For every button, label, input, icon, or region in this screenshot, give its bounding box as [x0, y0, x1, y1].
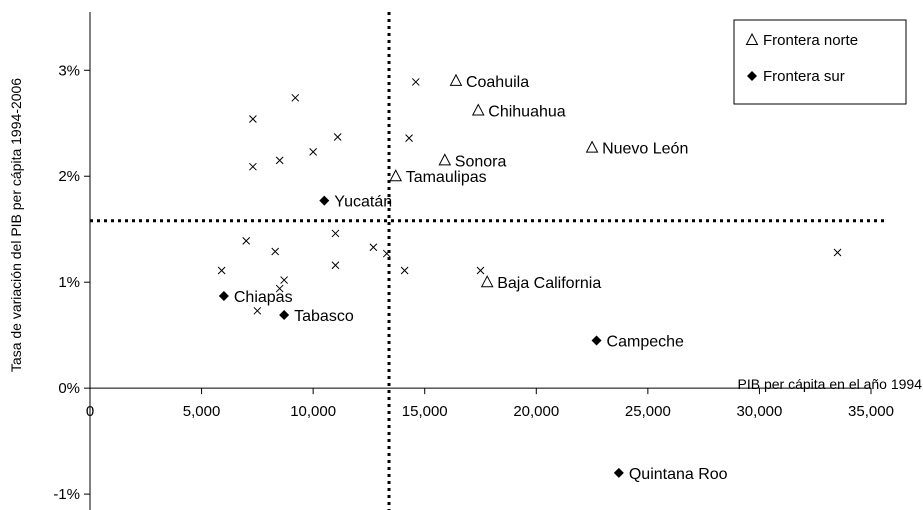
point-label: Baja California [497, 275, 601, 292]
cross-point [291, 93, 300, 102]
point-label: Tabasco [294, 308, 354, 325]
cross-point [242, 237, 251, 245]
triangle-point [389, 169, 403, 182]
diamond-point [591, 335, 602, 346]
legend: Frontera norte Frontera sur [733, 19, 907, 105]
y-tick-label: 3% [58, 62, 80, 79]
cross-point [331, 261, 340, 270]
y-tick-label: 1% [58, 274, 80, 291]
diamond-point [218, 290, 229, 301]
legend-label: Frontera norte [763, 32, 858, 49]
triangle-point [449, 73, 463, 86]
point-label: Nuevo León [602, 141, 688, 158]
cross-point [405, 134, 413, 142]
cross-point [217, 266, 226, 275]
triangle-point [585, 140, 599, 153]
triangle-point [471, 103, 485, 116]
x-tick-label: 30,000 [736, 403, 782, 420]
point-label: Coahuila [466, 74, 529, 91]
cross-point [309, 148, 317, 156]
legend-box [733, 19, 907, 105]
x-axis-title: PIB per cápita en el año 1994 [738, 376, 923, 392]
point-label: Chiapas [234, 289, 293, 306]
legend-label: Frontera sur [763, 68, 845, 85]
data-points: Coahuila Chihuahua Nuevo León SonoraTamauli… [217, 73, 842, 483]
x-tick-label: 10,000 [290, 403, 336, 420]
point-label: Chihuahua [488, 104, 565, 121]
cross-point [249, 162, 257, 171]
cross-point [411, 78, 420, 86]
point-label: Tamaulipas [406, 169, 487, 186]
x-tick-label: 5,000 [183, 403, 221, 420]
diamond-point [319, 195, 330, 206]
legend-diamond-marker [747, 71, 757, 81]
triangle-point [438, 153, 452, 166]
diamond-point [613, 467, 624, 478]
ticks: -1% 0% 1% 2% 3% 0 5,000 10,000 15,000 20,000 25,00… [53, 62, 894, 503]
diamond-point [279, 310, 290, 321]
legend-triangle-marker [745, 32, 759, 45]
cross-point [833, 248, 842, 257]
cross-point [369, 243, 378, 252]
cross-point [476, 266, 485, 275]
y-tick-label: -1% [53, 486, 80, 503]
cross-point [275, 284, 284, 293]
cross-point [249, 115, 257, 123]
triangle-point [480, 275, 494, 288]
point-label: Sonora [455, 153, 507, 170]
cross-point [253, 306, 262, 315]
x-tick-label: 20,000 [513, 403, 559, 420]
cross-point [382, 249, 391, 258]
x-tick-label: 35,000 [848, 403, 894, 420]
point-label: Quintana Roo [629, 466, 728, 483]
x-tick-label: 15,000 [402, 403, 448, 420]
cross-point [400, 266, 409, 275]
cross-point [271, 247, 280, 256]
cross-point [333, 133, 342, 141]
axes [89, 12, 871, 510]
cross-point [331, 229, 340, 238]
cross-point [280, 276, 288, 284]
x-tick-label: 25,000 [625, 403, 671, 420]
point-label: Campeche [607, 333, 684, 350]
x-tick-label: 0 [86, 403, 94, 420]
reference-lines [90, 12, 884, 510]
cross-point [275, 156, 284, 165]
point-label: Yucatán [334, 194, 392, 211]
y-axis-title: Tasa de variación del PIB per cápita 199… [8, 78, 24, 372]
y-tick-label: 2% [58, 168, 80, 185]
y-tick-label: 0% [58, 380, 80, 397]
